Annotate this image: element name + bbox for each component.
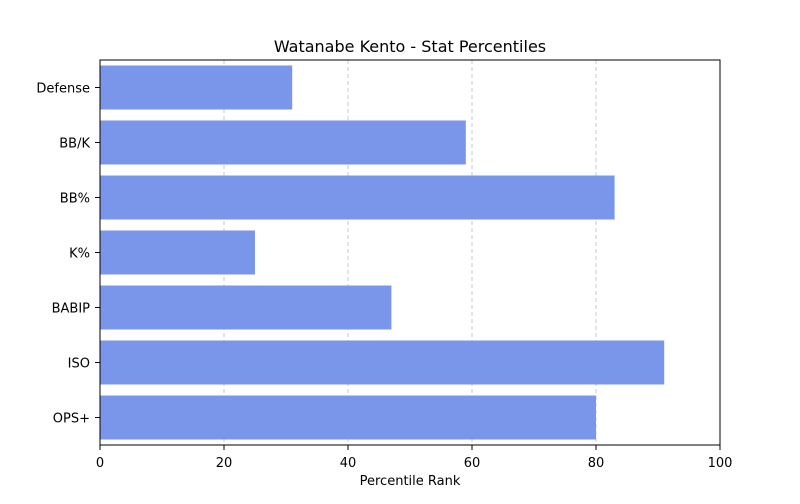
x-ticks-layer: 0 20 40 60 80 100 [96, 445, 733, 471]
bar-babip [100, 285, 392, 330]
bar-bb-k [100, 120, 466, 165]
x-tick-label: 40 [340, 456, 357, 471]
bars-layer [100, 65, 665, 440]
y-category-label: OPS+ [53, 412, 90, 427]
y-category-label: BABIP [52, 302, 91, 317]
bar-bb [100, 175, 615, 220]
x-axis-label: Percentile Rank [360, 474, 461, 489]
y-category-label: BB/K [59, 137, 90, 152]
x-tick-label: 20 [216, 456, 233, 471]
y-category-label: Defense [36, 82, 90, 97]
x-tick-label: 0 [96, 456, 104, 471]
y-category-label: K% [69, 247, 90, 262]
bar-defense [100, 65, 293, 110]
x-tick-label: 80 [588, 456, 605, 471]
y-category-label: BB% [60, 192, 90, 207]
x-tick-label: 100 [708, 456, 733, 471]
y-ticks-layer: OPS+ ISO BABIP K% BB% BB/K Defense [36, 82, 100, 427]
grid-layer [223, 60, 597, 445]
bar-iso [100, 340, 665, 385]
x-tick-label: 60 [464, 456, 481, 471]
bar-k [100, 230, 255, 275]
bar-ops [100, 395, 596, 440]
y-category-label: ISO [68, 357, 90, 372]
chart-title: Watanabe Kento - Stat Percentiles [274, 37, 546, 56]
